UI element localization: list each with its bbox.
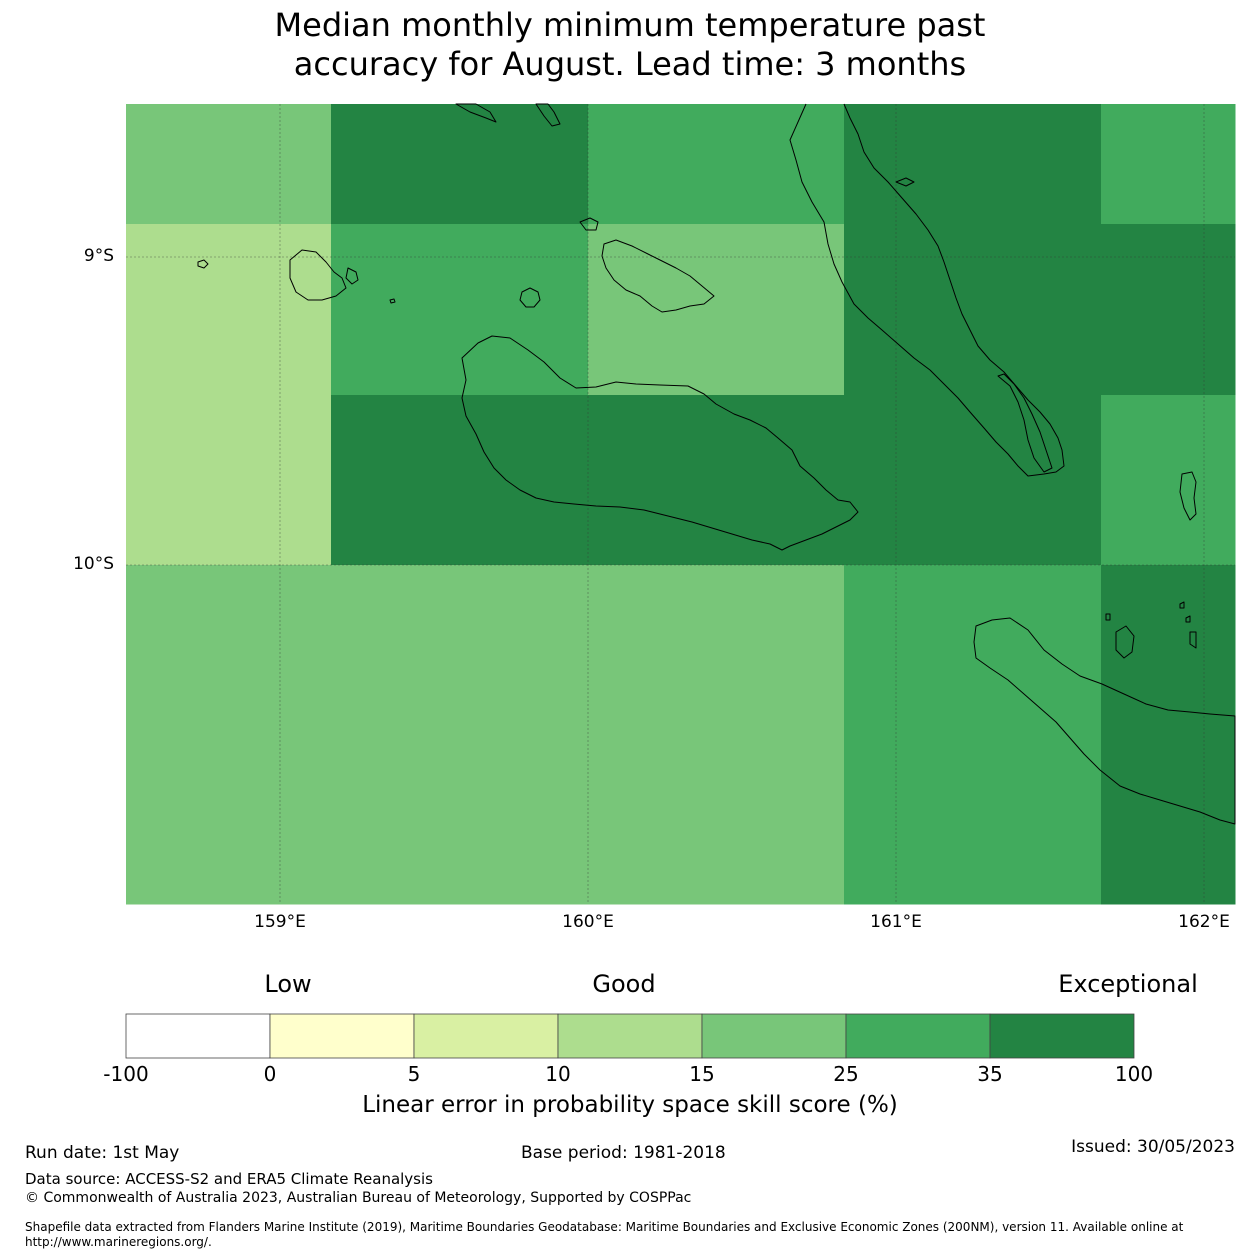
colorbar-tick-label: 100 xyxy=(1114,1062,1154,1086)
coastline-small-islet-east-2 xyxy=(1179,601,1185,609)
map-grid-cell xyxy=(126,104,332,225)
map-grid-cell xyxy=(459,104,589,225)
chart-title-line-1: Median monthly minimum temperature past xyxy=(274,6,986,44)
map-grid-cell xyxy=(331,104,460,225)
legend-category-good: Good xyxy=(592,970,656,998)
coastline-small-islet-east-4 xyxy=(1189,631,1197,649)
lon-label-160e: 160°E xyxy=(562,912,614,932)
map-grid-cell xyxy=(126,395,332,566)
colorbar-tick-label: 0 xyxy=(263,1062,277,1086)
colorbar-bin xyxy=(989,1013,1135,1059)
map-grid-cell xyxy=(588,395,717,566)
map-grid-cell xyxy=(973,224,1102,396)
map-grid-cell xyxy=(844,565,974,905)
coastline-malaita xyxy=(789,103,1065,477)
colorbar-bins xyxy=(125,1013,1135,1059)
map-grid-cell xyxy=(331,224,460,396)
chart-title-line-2: accuracy for August. Lead time: 3 months xyxy=(293,45,967,83)
colorbar-tick-label: 15 xyxy=(689,1062,715,1086)
legend-category-exceptional: Exceptional xyxy=(1058,970,1198,998)
map-grid-cell xyxy=(973,395,1102,566)
map-grid-cell xyxy=(588,224,717,396)
map-grid-cell xyxy=(844,104,974,225)
coastline-makira xyxy=(973,617,1236,825)
coastline-small-islet-east-3 xyxy=(1185,615,1191,623)
map-grid-cell xyxy=(331,395,460,566)
coastline-florida-islands xyxy=(601,239,715,313)
map-grid-cell xyxy=(331,565,460,905)
lon-label-161e: 161°E xyxy=(870,912,922,932)
coastline-guadalcanal xyxy=(461,335,859,551)
colorbar-tick-label: 25 xyxy=(833,1062,859,1086)
map-grid-cell xyxy=(844,395,974,566)
copyright: © Commonwealth of Australia 2023, Austra… xyxy=(25,1190,692,1206)
coastline-santa-ana xyxy=(1115,625,1135,659)
map-grid-cell xyxy=(716,565,845,905)
colorbar-bin xyxy=(845,1013,991,1059)
map-grid-cell xyxy=(459,224,589,396)
colorbar-tick-label: 35 xyxy=(977,1062,1003,1086)
colorbar-bin xyxy=(701,1013,847,1059)
map-grid-cell xyxy=(126,565,332,905)
colorbar-bin xyxy=(413,1013,559,1059)
coastline-savo xyxy=(519,287,541,308)
map-grid-cell xyxy=(1101,395,1236,566)
coastline-nggela-north xyxy=(579,217,599,231)
coastline-small-islet-west xyxy=(197,259,209,269)
map-grid-cell xyxy=(716,224,845,396)
coastline-top-island-1 xyxy=(455,103,497,123)
coastline-russell-islands xyxy=(289,249,347,301)
coastline-maramasike xyxy=(997,373,1053,473)
chart-title: Median monthly minimum temperature past … xyxy=(0,6,1260,84)
colorbar-bin xyxy=(269,1013,415,1059)
coastline-top-island-2 xyxy=(535,103,561,127)
colorbar-tick-label: 5 xyxy=(407,1062,421,1086)
colorbar-tick-label: 10 xyxy=(545,1062,571,1086)
colorbar-axis-label: Linear error in probability space skill … xyxy=(362,1092,898,1118)
data-source: Data source: ACCESS-S2 and ERA5 Climate … xyxy=(25,1170,433,1188)
coastline-small-islet-russell xyxy=(389,298,396,304)
colorbar-bin xyxy=(125,1013,271,1059)
map-grid-cell xyxy=(588,565,717,905)
map-grid-cell xyxy=(973,565,1102,905)
colorbar-bin xyxy=(557,1013,703,1059)
coastline-ulawa xyxy=(1179,471,1197,521)
coastline-russell-islet xyxy=(345,267,359,285)
map-grid-cell xyxy=(1101,565,1236,905)
coastline-small-islet-east-1 xyxy=(1105,613,1111,621)
lat-label-9s: 9°S xyxy=(83,246,114,266)
run-date: Run date: 1st May xyxy=(25,1143,180,1163)
map-grid-cell xyxy=(588,104,717,225)
map-grid-cell xyxy=(716,104,845,225)
map-grid-cells xyxy=(126,104,1236,905)
coastline-ulawa-cape xyxy=(895,177,915,187)
legend-category-low: Low xyxy=(264,970,312,998)
shapefile-credit-line-1: Shapefile data extracted from Flanders M… xyxy=(25,1220,1184,1234)
map-grid-cell xyxy=(844,224,974,396)
map-grid-cell xyxy=(716,395,845,566)
coastlines xyxy=(197,103,1236,825)
issued-date: Issued: 30/05/2023 xyxy=(1071,1137,1235,1157)
map-grid-cell xyxy=(459,395,589,566)
lat-label-10s: 10°S xyxy=(73,554,114,574)
lon-label-159e: 159°E xyxy=(254,912,306,932)
map-grid-cell xyxy=(1101,224,1236,396)
colorbar-tick-label: -100 xyxy=(103,1062,149,1086)
graticule xyxy=(126,104,1235,904)
map-grid-cell xyxy=(1101,104,1236,225)
lon-label-162e: 162°E xyxy=(1178,912,1230,932)
shapefile-credit-line-2: http://www.marineregions.org/. xyxy=(25,1235,212,1249)
map-grid-cell xyxy=(126,224,332,396)
map-grid-cell xyxy=(973,104,1102,225)
base-period: Base period: 1981-2018 xyxy=(521,1143,726,1163)
map-grid-cell xyxy=(459,565,589,905)
